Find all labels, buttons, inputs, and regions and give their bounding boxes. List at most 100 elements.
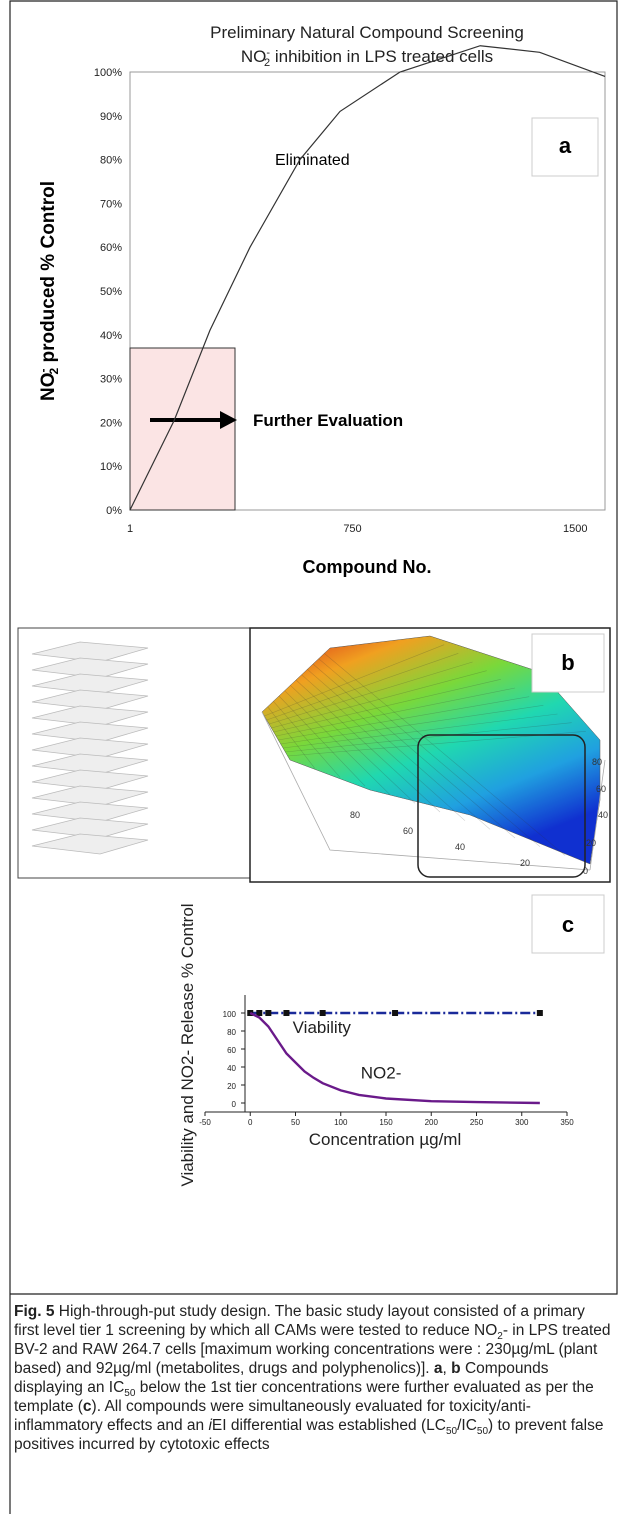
mesh-line (295, 679, 441, 813)
caption: Fig. 5 High-through-put study design. Th… (14, 1302, 612, 1454)
caption-text: ). All compounds were simultaneously eva… (14, 1398, 531, 1434)
x-tick-label: 750 (343, 523, 361, 535)
y-tick-label: 30% (100, 374, 122, 386)
marker (265, 1010, 272, 1016)
y-tick-label: 60 (227, 1046, 236, 1055)
mesh-line (275, 687, 516, 737)
figure-number: Fig. 5 (14, 1303, 55, 1320)
x-tick-label: 1500 (563, 523, 587, 535)
annotation: Eliminated (275, 152, 350, 169)
y-tick-label: 20 (227, 1082, 236, 1091)
subscript: 50 (476, 1426, 489, 1438)
mesh-line (282, 713, 558, 749)
caption-text: High-through-put study design. The basic… (14, 1303, 585, 1339)
title-part: NO (241, 47, 267, 66)
caption-text: EI differential was established (LC (211, 1417, 446, 1434)
label-part: 2 (47, 368, 61, 375)
y-tick-label: 0 (232, 1100, 237, 1109)
chart-title: NO-2 inhibition in LPS treated cells (241, 47, 493, 69)
italic: i (208, 1417, 212, 1434)
plate-stack (31, 641, 149, 855)
highlight-box (417, 734, 586, 878)
panel-c: c Viability and NO2- Release % Control C… (178, 894, 605, 1187)
y-tick-label: 40% (100, 330, 122, 342)
chart-title: Preliminary Natural Compound Screening (210, 23, 524, 42)
mesh-line (273, 679, 501, 733)
x-tick-label: 0 (248, 1118, 253, 1127)
caption-text: , (442, 1360, 452, 1377)
y-tick-label: 10% (100, 461, 122, 473)
mesh-line (271, 670, 487, 729)
caption-text: - in LPS treated BV-2 and RAW 264.7 cell… (14, 1322, 611, 1377)
title-part: inhibition in LPS treated cells (270, 47, 493, 66)
panel-ref: a (433, 1360, 443, 1377)
x-tick-label: 200 (425, 1118, 439, 1127)
mesh-line (278, 696, 530, 741)
panel-ref: b (451, 1360, 461, 1377)
y-tick-label: 50% (100, 286, 122, 298)
y-axis-label: Viability and NO2- Release % Control (178, 903, 197, 1186)
axis-label: 0 (583, 866, 588, 876)
x-tick-label: 350 (560, 1118, 574, 1127)
mesh-line (278, 695, 366, 787)
y-tick-label: 20% (100, 417, 122, 429)
caption-text: below the 1st tier concentrations were f… (14, 1379, 594, 1415)
x-tick-label: -50 (199, 1118, 211, 1127)
panel-a: Preliminary Natural Compound Screening N… (36, 23, 606, 577)
panel-label: a (559, 133, 572, 158)
y-tick-label: 100% (94, 67, 122, 79)
y-axis-label: NO-2 produced % Control (36, 181, 61, 401)
mesh-line (290, 685, 416, 804)
series-label: Viability (293, 1018, 352, 1037)
x-tick-label: 250 (470, 1118, 484, 1127)
arrow-head (220, 411, 237, 429)
caption-text: Compounds displaying an IC (14, 1360, 549, 1396)
axis-label: 80 (350, 810, 360, 820)
surface-axes (261, 711, 606, 871)
axis-label: 40 (455, 842, 465, 852)
panel-ref: c (82, 1398, 92, 1415)
surface-box (249, 627, 611, 883)
caption-text: ) to prevent false positives incurred by… (14, 1417, 604, 1453)
y-tick-label: 90% (100, 111, 122, 123)
panel-label-box (531, 117, 599, 177)
y-tick-label: 80% (100, 155, 122, 167)
subscript: 50 (124, 1388, 136, 1400)
data-line (129, 45, 606, 511)
y-tick-label: 80 (227, 1028, 236, 1037)
y-tick-label: 70% (100, 198, 122, 210)
mesh-line (267, 706, 316, 769)
mesh-line (307, 669, 491, 830)
mesh-line (280, 705, 544, 745)
panel-b: b 80 60 40 20 0 80 60 40 20 (17, 627, 611, 883)
panel-label-box (531, 633, 605, 693)
marker (319, 1010, 326, 1016)
subscript: 2 (497, 1331, 503, 1343)
label-part: NO (38, 373, 59, 402)
panel-label-box (531, 894, 605, 954)
mesh-line (318, 658, 541, 847)
mesh-line (273, 701, 341, 778)
mesh-line (285, 722, 572, 753)
axis-label: 20 (520, 858, 530, 868)
y-tick-label: 0% (106, 505, 122, 517)
mesh-line (301, 674, 466, 821)
axis-label: 60 (403, 826, 413, 836)
marker (283, 1010, 290, 1016)
panel-label: c (562, 912, 574, 937)
series-label: NO2- (361, 1063, 402, 1082)
annotation: Further Evaluation (253, 411, 403, 430)
mesh-line (268, 661, 473, 725)
subscript: 50 (445, 1426, 458, 1438)
marker (536, 1010, 543, 1016)
x-tick-label: 50 (291, 1118, 300, 1127)
threshold-box (129, 347, 236, 511)
axis-label: 60 (596, 784, 606, 794)
mesh-line (312, 663, 516, 839)
label-part: - (36, 369, 50, 373)
y-tick-label: 60% (100, 242, 122, 254)
mesh-line (284, 690, 391, 795)
mesh-line (324, 653, 566, 856)
y-tick-label: 100 (223, 1010, 237, 1019)
